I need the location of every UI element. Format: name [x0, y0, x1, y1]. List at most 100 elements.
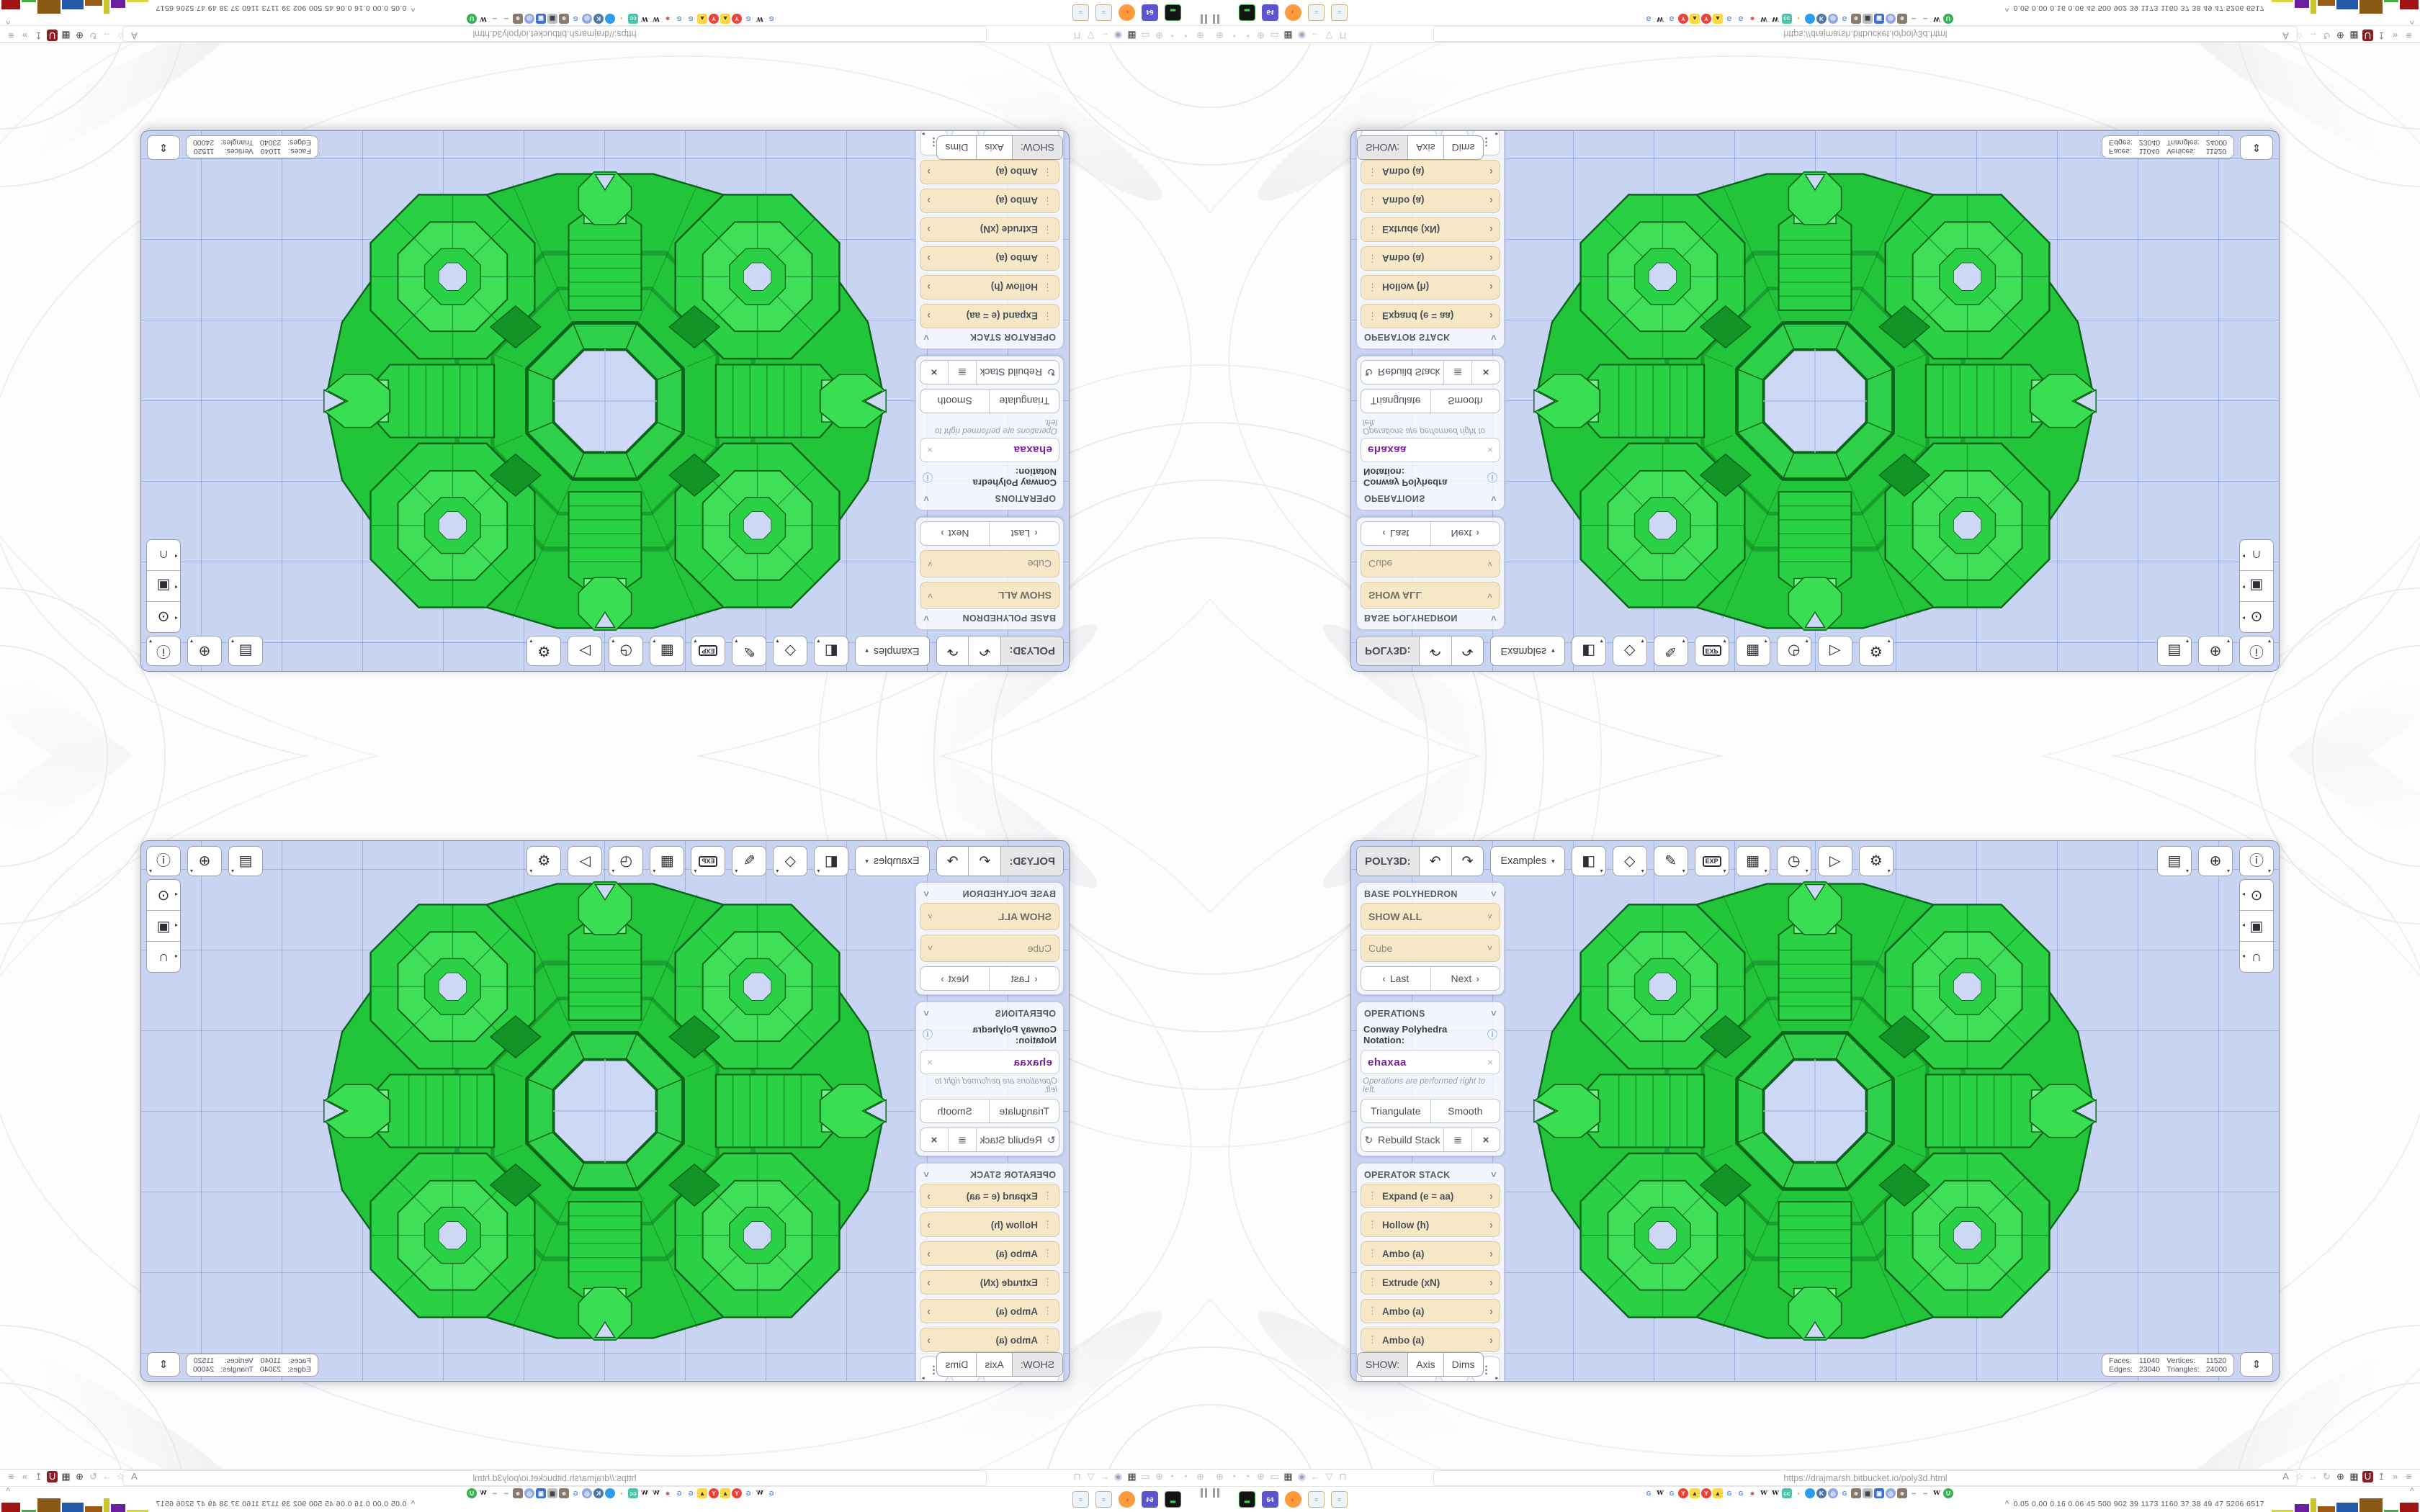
appearance-menu[interactable]: ◧ ▾: [1571, 846, 1606, 876]
recorder-app-icon[interactable]: ▂: [1165, 4, 1181, 21]
overflow-icon[interactable]: »: [2392, 30, 2398, 41]
polyhedron-render[interactable]: [310, 873, 900, 1349]
tab-planet[interactable]: ◎: [524, 1488, 534, 1498]
tab-google[interactable]: G: [1839, 14, 1850, 24]
tab-wikipedia[interactable]: W: [1770, 1488, 1780, 1498]
notepad-app-icon[interactable]: ≡: [1072, 1491, 1089, 1508]
notation-input[interactable]: ehaxaa ×: [1361, 1050, 1500, 1074]
shield-icon[interactable]: ▽: [1325, 1471, 1333, 1482]
schedule-menu[interactable]: ▤ ▾: [228, 846, 263, 876]
chevron-up-icon[interactable]: ^: [2004, 1500, 2009, 1508]
calculate-menu[interactable]: ▦ ▾: [650, 846, 685, 876]
refresh-icon[interactable]: ↻: [2323, 30, 2331, 41]
notation-input[interactable]: ehaxaa ×: [920, 1050, 1059, 1074]
operator-stack-item[interactable]: ⋮ Ambo (a) ›: [920, 1241, 1059, 1266]
tab-vk[interactable]: K: [593, 14, 604, 24]
translate-icon[interactable]: A: [131, 30, 138, 41]
settings-menu[interactable]: ⚙ ▾: [1858, 846, 1894, 876]
appearance-menu[interactable]: ◧ ▾: [1571, 636, 1606, 666]
notepad-app-icon[interactable]: ≡: [1095, 4, 1112, 21]
tab-wikipedia[interactable]: W: [478, 1488, 488, 1498]
tab-flower[interactable]: ∗: [1747, 1488, 1757, 1498]
tab-chat[interactable]: [605, 1488, 615, 1498]
tab-portrait[interactable]: ☻: [513, 14, 523, 24]
tab-yandex[interactable]: Y: [1701, 1488, 1711, 1498]
play[interactable]: ▷: [1817, 636, 1852, 666]
solids-menu[interactable]: ◇ ▾: [773, 846, 808, 876]
chevron-up-icon[interactable]: ^: [6, 17, 11, 25]
last-button[interactable]: ‹ Last: [1361, 522, 1431, 545]
triangulate-button[interactable]: Triangulate: [989, 1099, 1059, 1122]
overflow-icon[interactable]: »: [22, 30, 28, 41]
globe-icon[interactable]: ⊕: [1196, 30, 1204, 41]
last-button[interactable]: ‹ Last: [989, 522, 1059, 545]
info-menu[interactable]: ⓘ ▾: [146, 636, 181, 666]
notepad-app-icon[interactable]: ≡: [1308, 1491, 1325, 1508]
drag-handle-icon[interactable]: ⋮: [1368, 225, 1376, 235]
clear-icon[interactable]: ×: [1487, 1056, 1493, 1068]
gauge-icon[interactable]: ◔: [1170, 30, 1176, 41]
tab-portrait[interactable]: ☻: [1851, 1488, 1861, 1498]
fit-view-button[interactable]: ⇕: [2240, 135, 2273, 160]
export-menu[interactable]: EXP ▾: [1694, 636, 1729, 666]
star-icon[interactable]: ☆: [2295, 1471, 2304, 1482]
drag-handle-icon[interactable]: ⋮: [1044, 225, 1052, 235]
show-dims-button[interactable]: Dims: [1451, 1359, 1475, 1370]
tab-fish[interactable]: ∽: [490, 14, 500, 24]
ublock-shield-icon[interactable]: U: [2362, 1471, 2373, 1482]
tab-image[interactable]: ▲: [697, 14, 707, 24]
lock-icon[interactable]: ⊓: [1073, 1471, 1081, 1482]
tab-google[interactable]: G: [1724, 1488, 1734, 1498]
lock-icon[interactable]: ⊓: [1339, 30, 1347, 41]
tab-image[interactable]: ▲: [1713, 14, 1723, 24]
redo-button[interactable]: ↷: [1452, 847, 1484, 876]
schedule-menu[interactable]: ▤ ▾: [228, 636, 263, 666]
animate-menu[interactable]: ◷ ▾: [1776, 636, 1811, 666]
shield-icon[interactable]: ▽: [1087, 30, 1095, 41]
tab-google[interactable]: G: [1736, 1488, 1746, 1498]
visibility[interactable]: ◂ ⊙: [2240, 880, 2273, 911]
base-select[interactable]: Cube ˅: [1361, 550, 1500, 577]
appearance-menu[interactable]: ◧ ▾: [814, 636, 849, 666]
tab-green[interactable]: U: [1943, 14, 1953, 24]
tab-portrait[interactable]: ☻: [1897, 14, 1907, 24]
drag-handle-icon[interactable]: ⋮: [1044, 1190, 1052, 1201]
tab-image[interactable]: ▲: [1690, 1488, 1700, 1498]
solids-menu[interactable]: ◇ ▾: [773, 636, 808, 666]
notation-input[interactable]: ehaxaa ×: [920, 438, 1059, 462]
next-button[interactable]: Next ›: [920, 522, 990, 545]
fit-view-button[interactable]: ⇕: [147, 1352, 180, 1377]
tab-yandex[interactable]: Y: [1678, 1488, 1688, 1498]
translate-icon[interactable]: A: [2282, 1471, 2289, 1482]
tab-planet[interactable]: ◎: [1886, 1488, 1896, 1498]
tab-wikipedia[interactable]: W: [478, 14, 488, 24]
tab-wikipedia[interactable]: W: [640, 1488, 650, 1498]
operator-stack-item[interactable]: ⋮ Ambo (a) ›: [1361, 1299, 1500, 1323]
arrow-right-icon[interactable]: →: [2308, 1471, 2318, 1482]
tab-yandex[interactable]: Y: [1678, 14, 1688, 24]
archive-icon[interactable]: ▦: [2349, 30, 2359, 41]
drag-handle-icon[interactable]: ⋮: [1368, 167, 1376, 178]
url-bar[interactable]: https://drajmarsh.bitbucket.io/poly3d.ht…: [1433, 26, 2298, 42]
folder-icon[interactable]: ▭: [1270, 1471, 1279, 1482]
tab-cheese[interactable]: ◗: [617, 1488, 627, 1498]
tab-google[interactable]: G: [686, 14, 696, 24]
operator-stack-item[interactable]: ⋮ Ambo (a) ›: [920, 189, 1059, 213]
filter-select[interactable]: SHOW ALL ˅: [1361, 582, 1500, 609]
settings-menu[interactable]: ⚙ ▾: [1858, 636, 1894, 666]
firefox-app-icon[interactable]: ◐: [1119, 4, 1135, 21]
rebuild-stack-button[interactable]: ↻ Rebuild Stack: [1361, 361, 1444, 384]
shield-icon[interactable]: ▽: [1325, 30, 1333, 41]
tab-image[interactable]: ▲: [1690, 14, 1700, 24]
arrow-left-icon[interactable]: ←: [1100, 30, 1109, 41]
export-menu[interactable]: EXP ▾: [1694, 846, 1729, 876]
star-icon[interactable]: ☆: [2295, 30, 2304, 41]
translate-icon[interactable]: A: [131, 1471, 138, 1482]
tab-yandex[interactable]: Y: [709, 1488, 719, 1498]
undo-button[interactable]: ↶: [1420, 847, 1452, 876]
notation-edit-menu[interactable]: ✎ ▾: [1653, 636, 1688, 666]
tab-yandex[interactable]: Y: [1701, 14, 1711, 24]
next-button[interactable]: Next ›: [1431, 522, 1500, 545]
tab-portrait[interactable]: ☻: [559, 1488, 569, 1498]
tab-chat[interactable]: [605, 14, 615, 24]
